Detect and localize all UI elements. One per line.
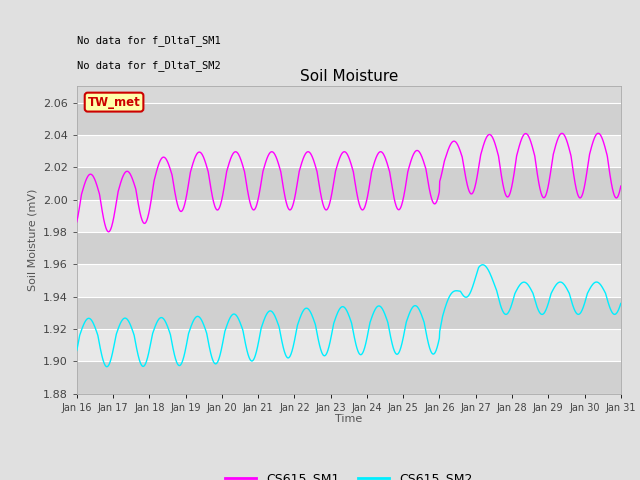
X-axis label: Time: Time [335,414,362,424]
Title: Soil Moisture: Soil Moisture [300,69,398,84]
Bar [77,264,621,297]
Bar [77,103,621,135]
Text: No data for f_DltaT_SM1: No data for f_DltaT_SM1 [77,36,221,46]
Legend: CS615_SM1, CS615_SM2: CS615_SM1, CS615_SM2 [220,468,478,480]
Bar [77,329,621,361]
Bar [77,135,621,167]
Text: No data for f_DltaT_SM2: No data for f_DltaT_SM2 [77,60,221,71]
Y-axis label: Soil Moisture (mV): Soil Moisture (mV) [28,189,37,291]
Text: TW_met: TW_met [88,96,140,108]
Bar [77,232,621,264]
Bar [77,297,621,329]
Bar [77,200,621,232]
Bar [77,361,621,394]
Bar [77,167,621,200]
